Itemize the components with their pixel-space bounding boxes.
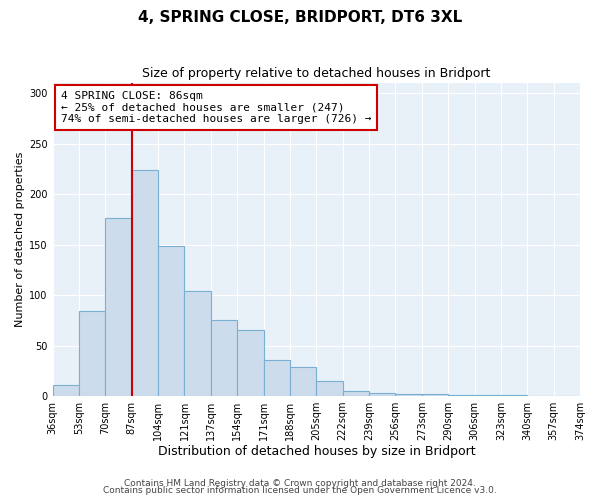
- Bar: [211, 320, 237, 396]
- Bar: [369, 393, 395, 396]
- Bar: [263, 360, 290, 396]
- Bar: [106, 218, 132, 396]
- Bar: [79, 311, 106, 396]
- Text: 4 SPRING CLOSE: 86sqm
← 25% of detached houses are smaller (247)
74% of semi-det: 4 SPRING CLOSE: 86sqm ← 25% of detached …: [61, 91, 371, 124]
- Text: Contains public sector information licensed under the Open Government Licence v3: Contains public sector information licen…: [103, 486, 497, 495]
- Text: 4, SPRING CLOSE, BRIDPORT, DT6 3XL: 4, SPRING CLOSE, BRIDPORT, DT6 3XL: [138, 10, 462, 25]
- Bar: [475, 395, 501, 396]
- Title: Size of property relative to detached houses in Bridport: Size of property relative to detached ho…: [142, 68, 491, 80]
- Bar: [448, 395, 475, 396]
- X-axis label: Distribution of detached houses by size in Bridport: Distribution of detached houses by size …: [158, 444, 475, 458]
- Bar: [290, 366, 316, 396]
- Bar: [53, 385, 79, 396]
- Y-axis label: Number of detached properties: Number of detached properties: [15, 152, 25, 327]
- Bar: [316, 381, 343, 396]
- Bar: [343, 391, 369, 396]
- Bar: [184, 291, 211, 396]
- Bar: [237, 330, 263, 396]
- Bar: [501, 395, 527, 396]
- Bar: [158, 246, 184, 396]
- Bar: [422, 394, 448, 396]
- Text: Contains HM Land Registry data © Crown copyright and database right 2024.: Contains HM Land Registry data © Crown c…: [124, 478, 476, 488]
- Bar: [132, 170, 158, 396]
- Bar: [395, 394, 422, 396]
